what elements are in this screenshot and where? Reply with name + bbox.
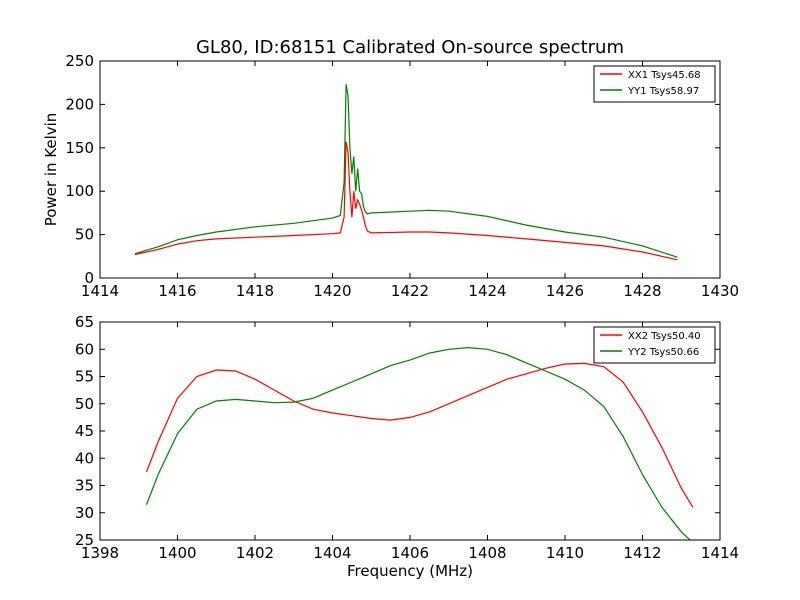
x-tick-label: 1400 [158,544,196,562]
series-line-2 [145,346,691,540]
y-tick-label: 45 [75,422,94,440]
series-line-1 [145,362,694,508]
y-tick-label: 250 [65,52,94,70]
y-tick-label: 200 [65,95,94,113]
x-tick-label: 1408 [468,544,506,562]
x-tick-label: 1402 [236,544,274,562]
y-tick-label: 35 [75,477,94,495]
top-spectrum-panel: 1414 1416 1418 1420 1422 1424 1426 1428 1430 0 50 1… [42,52,739,300]
x-tick-label: 1398 [81,544,119,562]
x-tick-label: 1406 [391,544,429,562]
y-tick-label: 25 [75,531,94,549]
y-tick-label: 50 [75,226,94,244]
x-tick-label: 1428 [623,282,661,300]
y-tick-label: 60 [75,340,94,358]
legend-label-1: XX1 Tsys45.68 [628,70,701,81]
legend-label-1: XX2 Tsys50.40 [628,331,701,342]
x-tick-label: 1422 [391,282,429,300]
figure-title: GL80, ID:68151 Calibrated On-source spec… [196,37,624,58]
legend-box [593,326,716,364]
y-tick-label: 40 [75,449,94,467]
x-tick-label: 1404 [313,544,351,562]
x-tick-label: 1430 [701,282,739,300]
y-tick-label: 150 [65,139,94,157]
x-tick-label: 1414 [701,544,739,562]
y-axis-label: Power in Kelvin [42,113,60,227]
series-line-2 [134,84,678,258]
x-tick-label: 1426 [546,282,584,300]
legend-box [593,65,716,103]
bottom-spectrum-panel: 1398 1400 1402 1404 1406 1408 1410 1412 1414 25 30… [75,313,739,580]
x-tick-label: 1412 [623,544,661,562]
x-tick-label: 1418 [236,282,274,300]
legend-label-2: YY1 Tsys58.97 [627,86,699,97]
x-tick-label: 1424 [468,282,506,300]
legend: XX1 Tsys45.68 YY1 Tsys58.97 [593,65,716,103]
y-tick-label: 100 [65,182,94,200]
legend-label-2: YY2 Tsys50.66 [627,347,699,358]
y-tick-label: 30 [75,504,94,522]
series-line-1 [134,141,678,261]
y-tick-label: 50 [75,395,94,413]
x-tick-label: 1416 [158,282,196,300]
x-tick-label: 1414 [81,282,119,300]
legend: XX2 Tsys50.40 YY2 Tsys50.66 [593,326,716,364]
y-tick-label: 0 [84,269,94,287]
x-tick-label: 1410 [546,544,584,562]
x-tick-label: 1420 [313,282,351,300]
x-axis-label: Frequency (MHz) [347,562,473,580]
y-tick-label: 65 [75,313,94,331]
y-tick-label: 55 [75,368,94,386]
